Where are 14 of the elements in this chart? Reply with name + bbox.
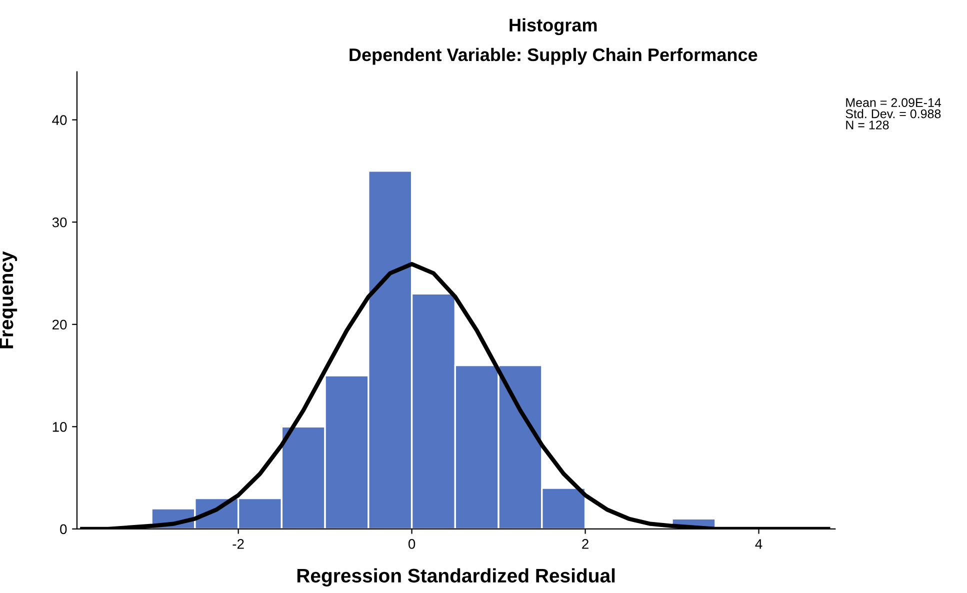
- chart-subtitle: Dependent Variable: Supply Chain Performance: [350, 48, 758, 65]
- y-tick-label: 10: [52, 422, 67, 432]
- x-tick-label: 0: [408, 539, 416, 549]
- x-axis-title: Regression Standardized Residual: [297, 568, 615, 587]
- y-tick-label: 40: [52, 115, 67, 125]
- y-tick-label: 20: [52, 320, 67, 330]
- x-tick-label: 4: [755, 539, 762, 549]
- x-tick-label: -2: [232, 539, 244, 549]
- chart-title: Histogram: [510, 18, 597, 36]
- x-tick-label: 2: [582, 539, 588, 549]
- y-tick-label: 30: [52, 217, 67, 228]
- text: Mean = 2.09E-14 Std. Dev. = 0.988 N = 128: [846, 98, 942, 130]
- y-axis-title: Frequency: [0, 251, 18, 348]
- y-tick-label: 0: [60, 524, 67, 534]
